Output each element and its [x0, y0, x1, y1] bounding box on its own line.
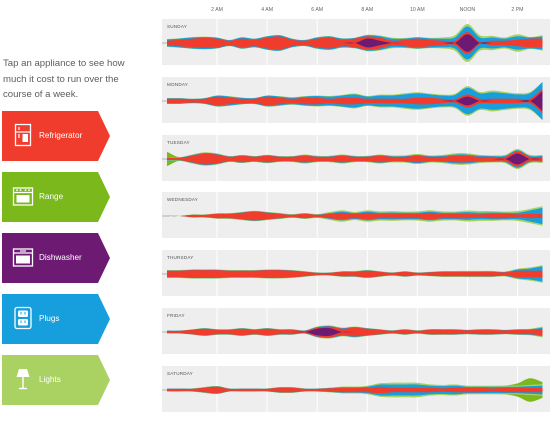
refrigerator-band-thursday [167, 270, 543, 279]
day-chart-saturday [162, 365, 550, 412]
time-label-8-am: 8 AM [361, 7, 374, 13]
day-chart-wednesday [162, 192, 550, 239]
day-row-friday[interactable]: FRIDAY [162, 308, 550, 354]
dishwasher-button[interactable]: Dishwasher [2, 233, 110, 283]
day-chart-monday [162, 76, 550, 123]
refrigerator-band-tuesday [167, 150, 543, 167]
refrigerator-button[interactable]: Refrigerator [2, 111, 110, 161]
day-row-monday[interactable]: MONDAY [162, 76, 550, 123]
range-icon [12, 187, 34, 206]
lights-button[interactable]: Lights [2, 355, 110, 405]
dishwasher-tab-shape [2, 233, 110, 283]
plugs-icon [14, 306, 32, 330]
day-row-sunday[interactable]: SUNDAY [162, 19, 550, 65]
refrigerator-band-wednesday [167, 211, 543, 221]
day-chart-friday [162, 308, 550, 354]
day-chart-tuesday [162, 134, 550, 181]
range-button[interactable]: Range [2, 172, 110, 222]
dishwasher-icon [12, 248, 34, 267]
time-label-10-am: 10 AM [409, 7, 425, 13]
day-label-sunday: SUNDAY [167, 24, 188, 29]
day-chart-sunday [162, 19, 550, 65]
refrigerator-label: Refrigerator [39, 131, 83, 140]
day-label-saturday: SATURDAY [167, 370, 193, 376]
dishwasher-band-sunday [167, 34, 543, 52]
lights-label: Lights [39, 375, 61, 384]
lights-icon [16, 369, 30, 390]
range-label: Range [39, 192, 64, 201]
plugs-button[interactable]: Plugs [2, 294, 110, 344]
time-label-6-am: 6 AM [311, 7, 324, 13]
day-label-monday: MONDAY [167, 81, 189, 87]
day-label-wednesday: WEDNESDAY [167, 197, 199, 203]
refrigerator-icon [14, 123, 32, 147]
day-row-wednesday[interactable]: WEDNESDAY [162, 192, 550, 239]
day-row-tuesday[interactable]: TUESDAY [162, 134, 550, 181]
range-tab-shape [2, 172, 110, 222]
dishwasher-label: Dishwasher [39, 253, 82, 262]
day-row-thursday[interactable]: THURSDAY [162, 250, 550, 297]
day-label-friday: FRIDAY [167, 313, 185, 318]
refrigerator-band-monday [167, 88, 543, 113]
time-axis: 2 AM 4 AM 6 AM 8 AM 10 AM NOON 2 PM [162, 0, 550, 18]
time-label-2-pm: 2 PM [511, 7, 524, 13]
plugs-label: Plugs [39, 314, 60, 323]
time-label-2-am: 2 AM [211, 7, 223, 13]
intro-text: Tap an appliance to see how much it cost… [3, 58, 125, 100]
refrigerator-tab-shape [2, 111, 110, 161]
day-label-tuesday: TUESDAY [167, 139, 190, 145]
lights-tab-shape [2, 355, 110, 405]
time-label-4-am: 4 AM [261, 7, 274, 13]
refrigerator-band-saturday [167, 386, 543, 394]
plugs-tab-shape [2, 294, 110, 344]
dishwasher-band-friday [167, 327, 543, 337]
day-chart-thursday [162, 250, 550, 297]
day-row-saturday[interactable]: SATURDAY [162, 365, 550, 412]
day-label-thursday: THURSDAY [167, 255, 194, 261]
time-label-noon: NOON [459, 7, 476, 13]
